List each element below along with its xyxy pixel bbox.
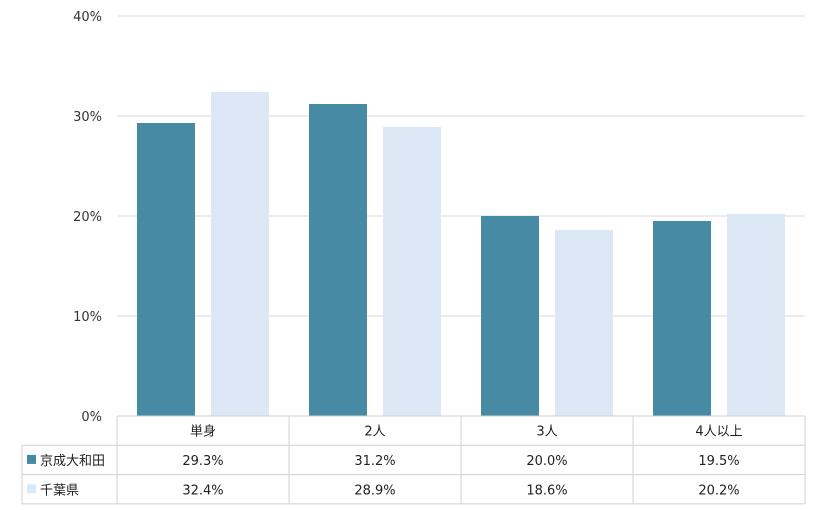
x-category-label: 単身	[190, 424, 216, 440]
bar-series1	[653, 221, 711, 416]
bar-series2	[211, 92, 269, 416]
legend-label: 京成大和田	[40, 454, 105, 469]
data-label: 19.5%	[698, 454, 739, 469]
bars	[137, 92, 785, 416]
data-label: 18.6%	[526, 483, 567, 498]
y-tick-label: 40%	[73, 10, 102, 25]
y-tick-label: 20%	[73, 210, 102, 225]
data-label: 20.2%	[698, 483, 739, 498]
x-category-label: 4人以上	[695, 425, 742, 440]
y-tick-label: 0%	[81, 410, 102, 425]
bar-series2	[383, 127, 441, 416]
bar-series2	[555, 230, 613, 416]
legend-label: 千葉県	[40, 483, 79, 498]
bar-series2	[727, 214, 785, 416]
y-axis-ticks: 0% 10% 20% 30% 40%	[73, 10, 102, 425]
data-label: 31.2%	[354, 454, 395, 469]
data-label: 29.3%	[182, 454, 223, 469]
data-label: 28.9%	[354, 483, 395, 498]
bar-series1	[309, 104, 367, 416]
bar-series1	[481, 216, 539, 416]
y-tick-label: 30%	[73, 110, 102, 125]
x-category-label: 3人	[536, 425, 557, 440]
data-label: 32.4%	[182, 483, 223, 498]
legend-swatch	[27, 484, 36, 494]
bar-series1	[137, 123, 195, 416]
x-category-label: 2人	[364, 425, 385, 440]
data-label: 20.0%	[526, 454, 567, 469]
legend-swatch	[27, 454, 36, 464]
y-tick-label: 10%	[73, 310, 102, 325]
